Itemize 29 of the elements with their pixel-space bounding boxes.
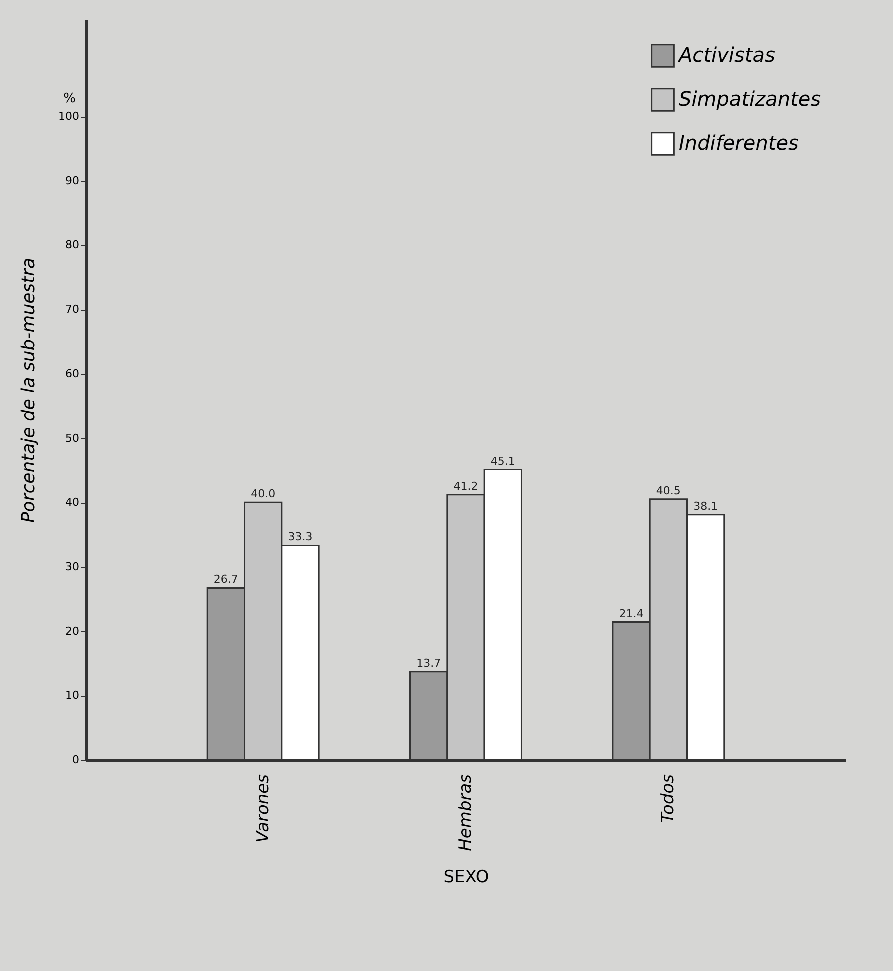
data-label: 45.1 [490,454,516,468]
y-tick-label: 20 [66,624,80,638]
y-tick-label: 70 [66,303,80,316]
y-tick-label: 60 [66,367,80,380]
legend-label: Indiferentes [679,131,799,155]
data-label: 33.3 [288,530,313,544]
data-label: 40.5 [656,484,681,498]
legend-label: Activistas [677,43,776,67]
data-label: 40.0 [251,488,276,501]
x-axis-title: SEXO [444,867,490,888]
y-tick-label: 10 [66,689,80,702]
data-label: 21.4 [619,607,644,620]
y-tick-label: 90 [66,174,80,188]
y-tick-label: 0 [72,754,80,766]
y-tick-label: 30 [66,560,80,574]
y-axis-title: Porcentaje de la sub-muestra [18,258,40,524]
data-label: 13.7 [416,656,442,670]
y-tick-label: 40 [66,496,80,510]
data-label: 26.7 [214,573,238,586]
data-label: 38.1 [694,500,718,513]
legend-label: Simpatizantes [679,87,822,111]
text: % [64,92,76,107]
x-tick-label: Todos [658,774,679,824]
x-tick-label: Varones [253,774,274,843]
y-tick-label: 100 [58,110,80,124]
y-tick-label: 80 [66,238,80,252]
x-tick-label: Hembras [456,774,476,852]
y-tick-label: 50 [66,432,80,445]
data-label: 41.2 [454,480,478,493]
